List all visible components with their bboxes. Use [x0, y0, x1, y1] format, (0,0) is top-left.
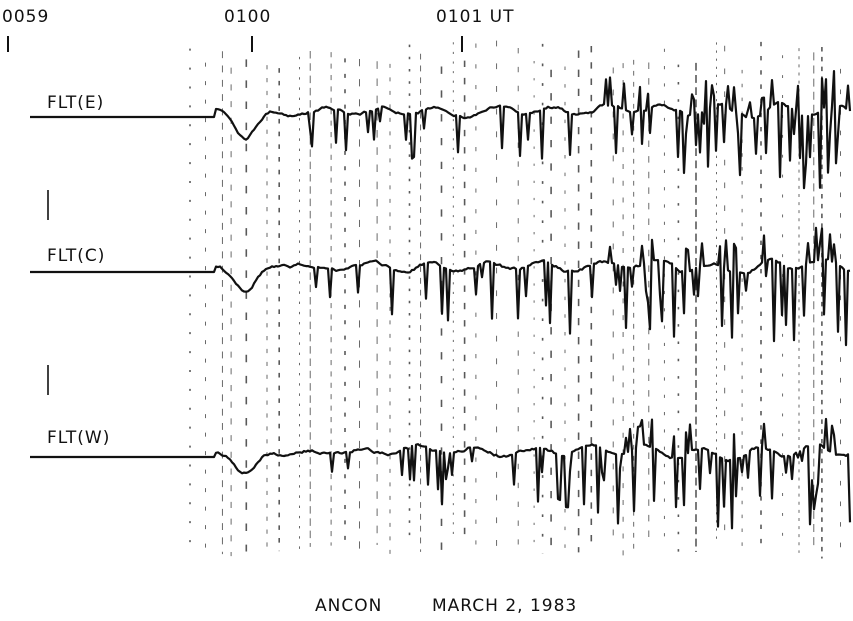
time-label: 0059	[2, 7, 49, 27]
trace	[30, 417, 852, 530]
trace	[30, 70, 852, 190]
trace-label: FLT(W)	[47, 428, 110, 448]
trace-label: FLT(E)	[47, 93, 104, 113]
time-label: 0100	[224, 7, 271, 27]
trace-label: FLT(C)	[47, 246, 105, 266]
caption-date: MARCH 2, 1983	[432, 596, 577, 616]
trace	[30, 226, 851, 347]
traces	[30, 70, 852, 530]
time-label: 0101 UT	[436, 7, 515, 27]
caption-station: ANCON	[315, 596, 382, 616]
